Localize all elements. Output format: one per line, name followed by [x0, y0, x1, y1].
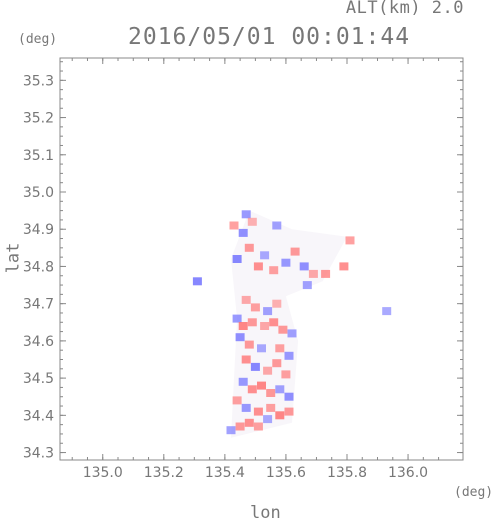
y-tick-label: 34.4	[23, 408, 54, 424]
heatmap-cell	[260, 322, 270, 330]
heatmap-cell	[275, 344, 285, 353]
heatmap-cell	[238, 322, 248, 330]
heatmap-cell	[241, 403, 251, 412]
heatmap-cell	[226, 426, 236, 435]
y-tick-label: 35.2	[23, 111, 54, 127]
heatmap-cell	[232, 314, 242, 323]
heatmap-cell	[284, 407, 294, 416]
y-tick-label: 34.5	[23, 371, 54, 387]
heatmap-cell	[241, 295, 251, 304]
heatmap-cell	[275, 411, 285, 420]
heatmap-cell	[192, 277, 202, 286]
heatmap-cell	[247, 318, 257, 327]
heatmap-cell	[299, 262, 309, 271]
heatmap-cell	[253, 422, 263, 431]
plot-frame	[59, 57, 464, 461]
heatmap-cell	[284, 351, 294, 360]
heatmap-cell	[339, 262, 349, 271]
heatmap-cell	[247, 217, 257, 226]
y-axis-unit: (deg)	[18, 32, 58, 47]
x-axis-unit: (deg)	[454, 485, 491, 500]
heatmap-cell	[281, 258, 291, 267]
heatmap-cell	[266, 403, 276, 412]
heatmap-cell	[238, 228, 248, 237]
x-tick-label: 135.0	[83, 465, 123, 481]
heatmap-cell	[238, 377, 248, 386]
heatmap-cell	[284, 392, 294, 401]
heatmap-cell	[345, 236, 355, 245]
heatmap-cell	[235, 333, 245, 342]
heatmap-cell	[263, 307, 273, 316]
x-tick-label: 135.4	[205, 465, 245, 481]
heatmap-cell	[302, 281, 312, 290]
heatmap-cell	[257, 381, 266, 390]
heatmap-cell	[290, 247, 300, 256]
y-tick-label: 35.0	[23, 185, 54, 201]
heatmap-cell	[235, 422, 245, 431]
heatmap-cell	[244, 243, 254, 252]
heatmap-cell	[250, 303, 260, 312]
heatmap-cell	[321, 269, 331, 278]
x-tick-label: 135.8	[327, 465, 367, 481]
x-tick-label: 135.2	[144, 465, 184, 481]
heatmap-cell	[257, 344, 266, 353]
heatmap-cell	[272, 359, 282, 368]
heatmap-cell	[281, 370, 291, 379]
heatmap-cell	[241, 355, 251, 364]
heatmap-cell	[269, 318, 279, 327]
heatmap-cell	[241, 210, 251, 219]
heatmap-cell	[263, 366, 273, 375]
heatmap-cell	[263, 415, 273, 424]
heatmap-cell	[260, 251, 270, 260]
heatmap-cell	[308, 269, 318, 278]
heatmap-cell	[244, 340, 254, 349]
heatmap-cell	[266, 389, 276, 397]
heatmap-cell	[250, 362, 260, 371]
y-tick-label: 34.3	[23, 446, 54, 462]
heatmap-cell	[244, 418, 254, 427]
y-tick-label: 34.7	[23, 297, 54, 313]
y-tick-label: 35.1	[23, 148, 54, 164]
heatmap-cell	[382, 307, 392, 316]
heatmap-cell	[269, 266, 279, 275]
heatmap-cell	[232, 255, 242, 263]
heatmap-cell	[272, 299, 282, 308]
chart-title: 2016/05/01 00:01:44	[128, 24, 411, 50]
y-tick-label: 34.8	[23, 259, 54, 275]
y-tick-label: 35.3	[23, 73, 54, 89]
heatmap-cell	[253, 262, 263, 271]
x-tick-label: 136.0	[388, 465, 428, 481]
heatmap-cell	[229, 221, 239, 230]
y-tick-label: 34.9	[23, 222, 54, 238]
altitude-label: ALT(km) 2.0	[345, 0, 464, 18]
heatmap-cell	[247, 385, 257, 394]
heatmap-cell	[253, 407, 263, 416]
x-axis-label: lon	[250, 503, 281, 523]
heatmap-cell	[278, 325, 288, 334]
heatmap-cell	[287, 329, 297, 338]
heatmap-cell	[232, 396, 242, 405]
y-tick-label: 34.6	[23, 334, 54, 350]
heatmap-cell	[272, 221, 282, 230]
x-tick-label: 135.6	[266, 465, 306, 481]
heatmap-cell	[275, 385, 285, 394]
